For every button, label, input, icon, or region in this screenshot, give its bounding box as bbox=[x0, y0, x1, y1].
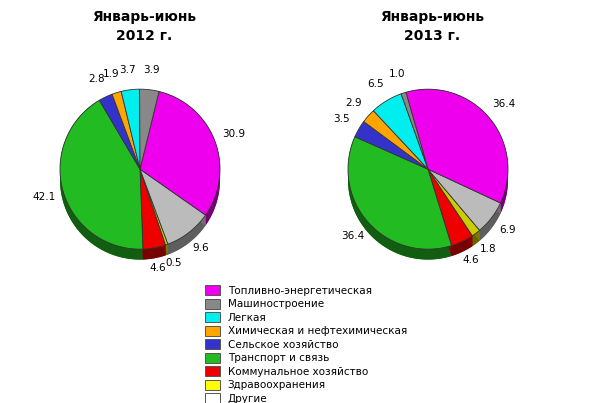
Polygon shape bbox=[140, 169, 166, 256]
Polygon shape bbox=[121, 89, 140, 169]
Text: 3.9: 3.9 bbox=[143, 65, 160, 75]
Polygon shape bbox=[428, 169, 479, 241]
Polygon shape bbox=[100, 94, 140, 169]
Polygon shape bbox=[428, 169, 472, 246]
Text: 1.0: 1.0 bbox=[389, 69, 406, 79]
Polygon shape bbox=[112, 91, 140, 169]
Polygon shape bbox=[143, 245, 166, 260]
Polygon shape bbox=[159, 91, 220, 225]
Polygon shape bbox=[428, 169, 472, 246]
Polygon shape bbox=[401, 92, 428, 169]
Polygon shape bbox=[472, 230, 479, 246]
Polygon shape bbox=[428, 169, 500, 230]
Polygon shape bbox=[428, 169, 452, 256]
Polygon shape bbox=[428, 169, 452, 256]
Polygon shape bbox=[60, 100, 143, 260]
Polygon shape bbox=[140, 169, 166, 256]
Text: 2.9: 2.9 bbox=[345, 98, 362, 108]
Polygon shape bbox=[355, 122, 428, 169]
Polygon shape bbox=[140, 169, 168, 245]
Polygon shape bbox=[140, 169, 166, 249]
Text: 2.8: 2.8 bbox=[89, 74, 105, 84]
Polygon shape bbox=[140, 169, 168, 255]
Polygon shape bbox=[166, 244, 168, 256]
Text: 36.4: 36.4 bbox=[341, 231, 365, 241]
Polygon shape bbox=[60, 100, 143, 249]
Text: 36.4: 36.4 bbox=[493, 99, 515, 109]
Polygon shape bbox=[428, 169, 472, 245]
Text: 3.5: 3.5 bbox=[333, 114, 350, 124]
Text: 30.9: 30.9 bbox=[222, 129, 245, 139]
Polygon shape bbox=[140, 180, 168, 256]
Text: 0.5: 0.5 bbox=[165, 258, 182, 268]
Polygon shape bbox=[348, 137, 452, 249]
Polygon shape bbox=[168, 215, 206, 255]
Polygon shape bbox=[406, 89, 508, 213]
Text: 3.7: 3.7 bbox=[119, 65, 136, 75]
Polygon shape bbox=[452, 236, 472, 256]
Polygon shape bbox=[140, 180, 166, 260]
Text: 4.6: 4.6 bbox=[463, 255, 479, 264]
Polygon shape bbox=[60, 111, 143, 260]
Text: 4.6: 4.6 bbox=[149, 262, 166, 272]
Polygon shape bbox=[428, 180, 500, 241]
Polygon shape bbox=[428, 169, 479, 236]
Text: 1.8: 1.8 bbox=[480, 244, 496, 254]
Polygon shape bbox=[428, 180, 472, 256]
Text: 9.6: 9.6 bbox=[193, 243, 209, 253]
Text: 6.5: 6.5 bbox=[368, 79, 385, 89]
Polygon shape bbox=[140, 180, 206, 255]
Polygon shape bbox=[348, 147, 452, 260]
Polygon shape bbox=[140, 169, 206, 244]
Polygon shape bbox=[348, 137, 452, 260]
Polygon shape bbox=[428, 169, 500, 213]
Polygon shape bbox=[140, 89, 159, 169]
Polygon shape bbox=[479, 203, 500, 241]
Polygon shape bbox=[140, 169, 143, 260]
Polygon shape bbox=[364, 111, 428, 169]
Polygon shape bbox=[140, 169, 168, 255]
Polygon shape bbox=[140, 169, 143, 260]
Legend: Топливно-энергетическая, Машиностроение, Легкая, Химическая и нефтехимическая, С: Топливно-энергетическая, Машиностроение,… bbox=[205, 285, 407, 403]
Polygon shape bbox=[140, 169, 206, 225]
Polygon shape bbox=[140, 102, 220, 225]
Polygon shape bbox=[428, 180, 479, 246]
Text: 42.1: 42.1 bbox=[32, 192, 56, 202]
Polygon shape bbox=[373, 94, 428, 169]
Text: 1.9: 1.9 bbox=[103, 69, 119, 79]
Polygon shape bbox=[428, 169, 500, 213]
Polygon shape bbox=[140, 169, 206, 225]
Polygon shape bbox=[140, 91, 220, 215]
Polygon shape bbox=[406, 100, 508, 213]
Polygon shape bbox=[428, 169, 479, 241]
Title: Январь-июнь
2013 г.: Январь-июнь 2013 г. bbox=[380, 10, 484, 43]
Title: Январь-июнь
2012 г.: Январь-июнь 2012 г. bbox=[92, 10, 196, 43]
Polygon shape bbox=[406, 89, 508, 203]
Text: 6.9: 6.9 bbox=[499, 225, 516, 235]
